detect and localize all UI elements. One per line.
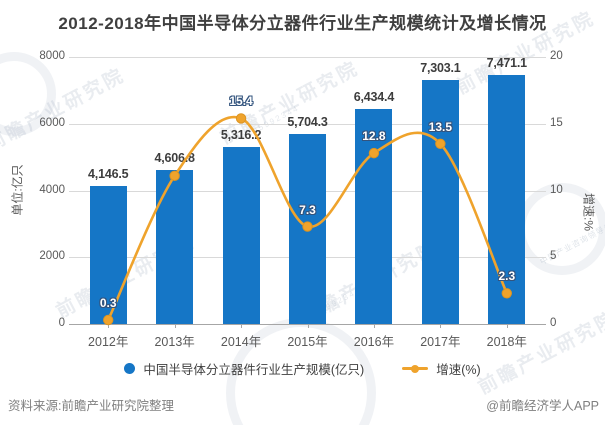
bar-value-label: 4,606.8 [154,151,195,166]
bar-value-label: 4,146.5 [88,166,129,181]
left-tick-label: 2000 [39,250,65,263]
right-tick-label: 15 [550,116,563,129]
bar [156,170,194,324]
right-tick-label: 20 [550,50,563,62]
bar [289,133,326,324]
left-tick-label: 8000 [39,50,65,62]
x-tick-label: 2018年 [486,335,527,349]
bar-value-label: 7,303.1 [420,61,461,76]
legend-item-production: 中国半导体分立器件行业生产规模(亿只) [124,359,364,378]
source-note: 资料来源:前瞻产业研究院整理 [8,399,174,413]
x-tick-label: 2013年 [154,335,195,349]
legend-label-growth: 增速(%) [436,363,481,377]
legend: 中国半导体分立器件行业生产规模(亿只) 增速(%) [0,359,605,378]
x-tick-label: 2012年 [88,335,129,349]
bar-series-marker-icon [124,363,136,374]
legend-item-growth: 增速(%) [402,359,481,378]
bar-value-label: 6,434.4 [353,90,395,105]
x-tick-label: 2016年 [353,335,395,349]
chart-title: 2012-2018年中国半导体分立器件行业生产规模统计及增长情况 [58,14,547,33]
x-axis-tick [174,324,176,328]
line-series-marker-icon [402,363,429,374]
x-tick-label: 2017年 [420,335,461,349]
left-tick-label: 6000 [39,116,65,129]
bar-value-label: 7,471.1 [486,55,528,70]
bar [222,146,260,324]
x-axis-tick [373,324,375,328]
x-axis-tick [440,324,442,328]
x-tick-label: 2015年 [287,335,328,349]
line-point-label: 13.5 [428,119,453,134]
x-axis-tick [108,324,110,328]
legend-label-production: 中国半导体分立器件行业生产规模(亿只) [143,363,365,377]
bar [488,74,526,324]
line-point-marker [235,113,247,124]
x-tick-label: 2014年 [220,335,262,349]
right-tick-label: 5 [550,250,557,263]
footer: 资料来源:前瞻产业研究院整理 @前瞻经济学人APP [8,395,599,414]
line-point-label: 0.3 [99,295,117,310]
line-point-label: 2.3 [498,269,516,284]
left-tick-label: 4000 [39,183,65,196]
line-point-label: 12.8 [362,129,386,144]
x-axis-tick [241,324,243,328]
gridline [69,57,546,58]
app-credit: @前瞻经济学人APP [486,399,599,413]
x-axis-tick [506,324,508,328]
bar [421,80,459,324]
bar-value-label: 5,704.3 [287,114,328,129]
right-tick-label: 0 [550,317,557,329]
bar-value-label: 5,316.2 [220,127,262,142]
left-tick-label: 0 [58,317,65,329]
right-tick-label: 10 [550,183,563,196]
x-axis-tick [307,324,309,328]
line-point-label: 7.3 [299,202,316,217]
line-point-label: 15.4 [229,94,253,109]
